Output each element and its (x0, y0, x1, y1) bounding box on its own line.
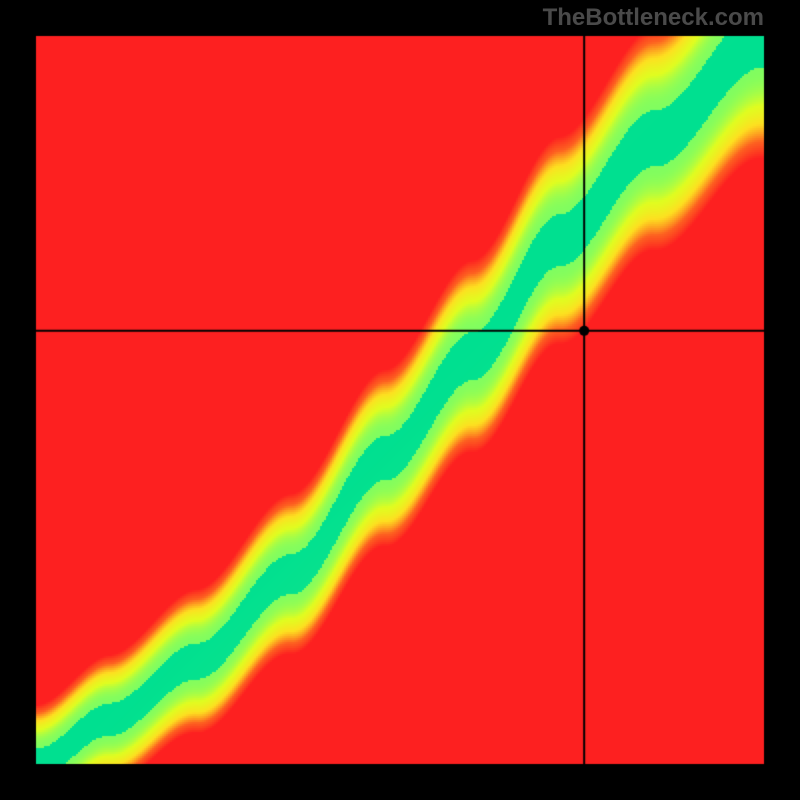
watermark-text: TheBottleneck.com (543, 4, 764, 32)
bottleneck-heatmap (0, 0, 800, 800)
